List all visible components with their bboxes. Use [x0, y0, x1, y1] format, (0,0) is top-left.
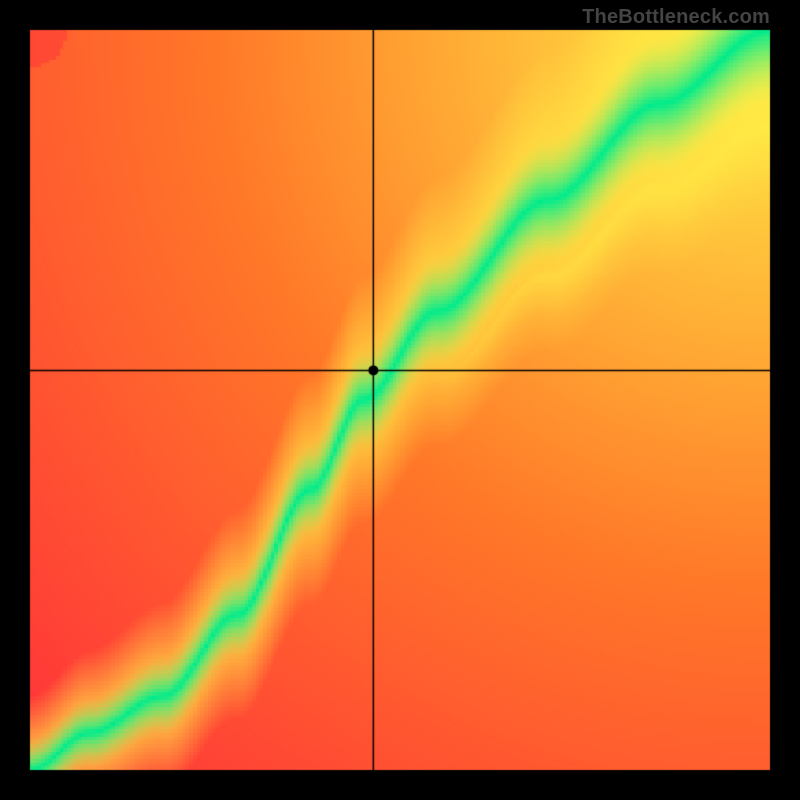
- watermark-label: TheBottleneck.com: [582, 6, 770, 29]
- heatmap-canvas: [0, 0, 800, 800]
- chart-container: TheBottleneck.com: [0, 0, 800, 800]
